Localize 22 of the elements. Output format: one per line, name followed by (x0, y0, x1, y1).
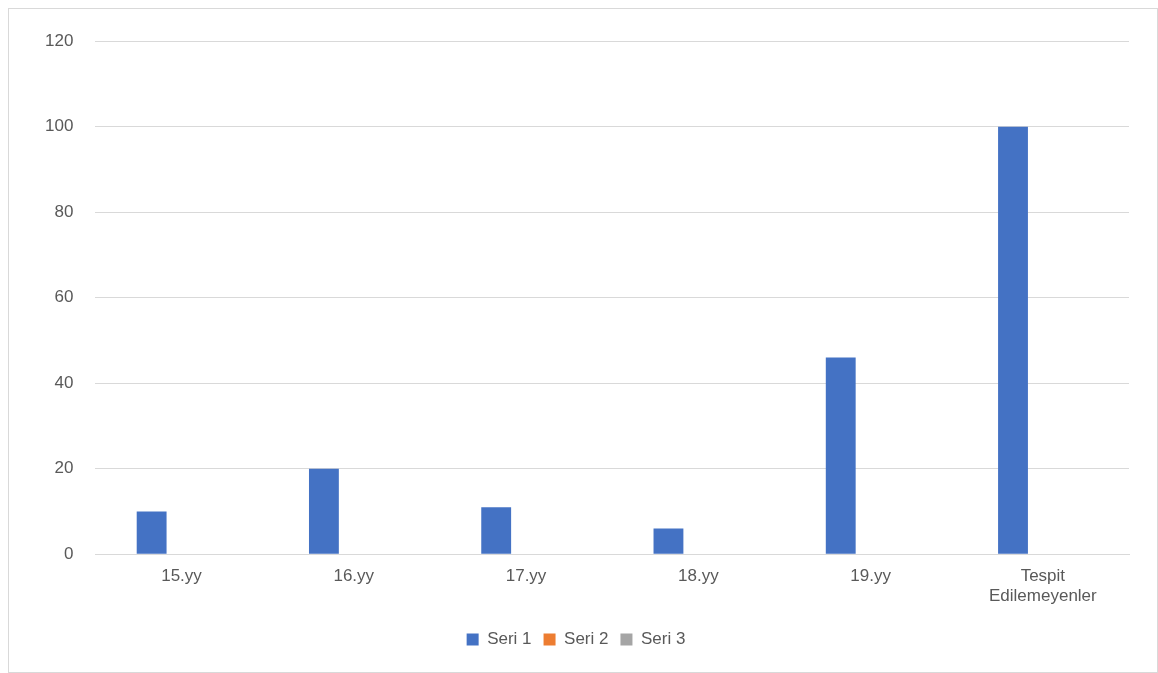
bar (308, 468, 339, 554)
bar (653, 528, 684, 554)
y-tick-label: 80 (54, 201, 74, 221)
x-tick-label: 15.yy (161, 566, 203, 586)
bar (481, 507, 512, 554)
x-tick-label: 16.yy (333, 566, 375, 586)
y-tick-label: 100 (44, 116, 74, 136)
bar (825, 357, 856, 554)
x-tick-label: Tespit Edilemeyenler (989, 566, 1098, 606)
legend-label: Seri 3 (640, 629, 686, 649)
bar (136, 511, 167, 554)
y-tick-label: 0 (63, 543, 74, 563)
y-tick-label: 40 (54, 372, 74, 392)
y-tick-label: 20 (54, 458, 74, 478)
legend-label: Seri 2 (564, 629, 609, 649)
y-tick-label: 60 (54, 287, 74, 307)
bar (998, 126, 1028, 554)
x-tick-label: 17.yy (505, 566, 547, 586)
legend-label: Seri 1 (487, 629, 532, 649)
x-tick-label: 18.yy (678, 566, 720, 586)
y-tick-label: 120 (44, 30, 74, 50)
x-tick-label: 19.yy (850, 566, 892, 586)
